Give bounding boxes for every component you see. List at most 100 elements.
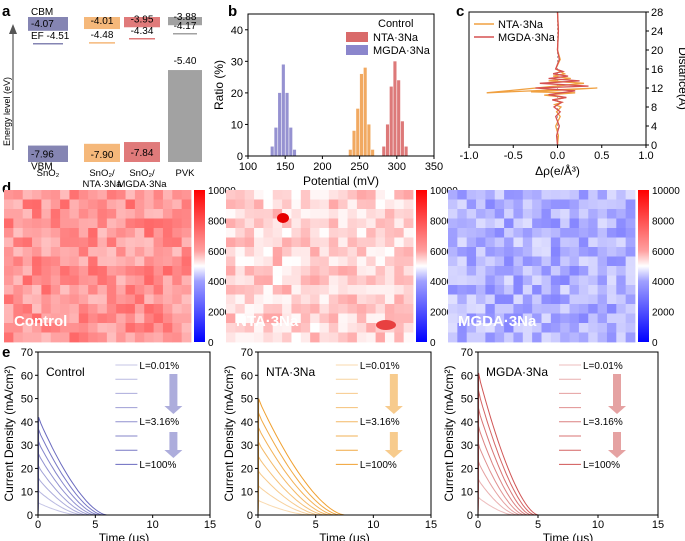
map-cell	[338, 285, 348, 295]
map-cell	[616, 294, 627, 305]
map-cell	[457, 275, 468, 286]
map-cell	[134, 256, 145, 267]
x-tick-label: 15	[425, 519, 437, 531]
map-cell	[625, 285, 636, 295]
map-cell	[485, 256, 496, 267]
map-cell	[282, 228, 292, 238]
map-cell	[69, 237, 80, 248]
map-cell	[69, 228, 80, 238]
map-cell	[272, 237, 283, 248]
map-cell	[569, 266, 580, 276]
map-cell	[244, 199, 255, 210]
hist-bar-2-5	[400, 121, 404, 156]
map-cell	[22, 256, 33, 267]
map-cell	[69, 275, 80, 286]
map-cell	[78, 209, 89, 219]
map-cell	[338, 247, 348, 257]
map-cell	[356, 190, 367, 200]
hist-bar-0-6	[371, 149, 375, 156]
map-cell	[134, 275, 145, 286]
map-cell	[319, 275, 330, 286]
map-cell	[375, 247, 386, 257]
panel-letter-b: b	[228, 3, 237, 20]
map-cell	[522, 199, 533, 210]
legend-label-1: MGDA·3Na	[498, 32, 556, 44]
map-cell	[504, 218, 514, 229]
map-cell	[504, 294, 514, 305]
map-cell	[116, 304, 126, 314]
map-cell	[597, 209, 608, 219]
map-cell	[560, 228, 570, 238]
map-cell	[476, 190, 486, 200]
map-cell	[106, 294, 117, 305]
map-cell	[588, 190, 598, 200]
map-cell	[153, 294, 164, 305]
map-cell	[522, 256, 533, 267]
map-cell	[328, 266, 339, 276]
map-cell	[578, 332, 589, 343]
map-cell	[50, 199, 61, 210]
map-cell	[476, 323, 486, 333]
map-cell	[310, 256, 320, 267]
map-cell	[22, 190, 33, 200]
map-cell	[13, 285, 24, 295]
map-cell	[244, 209, 255, 219]
map-cell	[504, 199, 514, 210]
map-cell	[13, 275, 24, 286]
map-cell	[569, 218, 580, 229]
map-cell	[485, 294, 496, 305]
map-cell	[588, 275, 598, 286]
map-cell	[504, 247, 514, 257]
map-cell	[134, 247, 145, 257]
map-cell	[347, 323, 358, 333]
map-cell	[50, 304, 61, 314]
y-tick-label-4: 40	[231, 25, 243, 37]
map-cell	[282, 218, 292, 229]
map-cell	[541, 332, 552, 343]
map-cell	[263, 256, 274, 267]
map-cell	[291, 228, 302, 238]
map-cell	[466, 247, 477, 257]
map-cell	[347, 332, 358, 343]
map-cell	[485, 218, 496, 229]
map-cell	[457, 247, 468, 257]
map-cell	[606, 237, 617, 248]
map-cell	[578, 285, 589, 295]
map-cell	[88, 285, 98, 295]
map-cell	[235, 228, 246, 238]
hist-bar-1-6	[292, 149, 297, 156]
map-cell	[162, 266, 173, 276]
map-cell	[550, 285, 561, 295]
map-cell	[88, 199, 98, 210]
decay-curve-2-1	[477, 479, 658, 516]
map-cell	[319, 266, 330, 276]
y-tick-label: 0	[467, 510, 473, 522]
map-cell	[22, 285, 33, 295]
vbm-value-0: -7.96	[31, 150, 54, 161]
map-cell	[244, 190, 255, 200]
map-cell	[78, 285, 89, 295]
map-cell	[560, 275, 570, 286]
map-cell	[476, 313, 486, 324]
y-tick-label: 40	[21, 417, 33, 429]
map-cell	[22, 228, 33, 238]
map-cell	[466, 294, 477, 305]
map-cell	[319, 199, 330, 210]
map-cell	[541, 304, 552, 314]
map-cell	[13, 323, 24, 333]
map-cell	[597, 285, 608, 295]
y-tick-label: 60	[241, 370, 253, 382]
map-cell	[244, 266, 255, 276]
map-cell	[226, 199, 236, 210]
map-cell	[366, 199, 376, 210]
map-cell	[153, 304, 164, 314]
map-cell	[144, 313, 154, 324]
map-cell	[116, 323, 126, 333]
map-cell	[263, 275, 274, 286]
map-cell	[616, 199, 627, 210]
map-cell	[375, 237, 386, 248]
map-cell	[513, 304, 524, 314]
cbm-text: CBM	[31, 7, 53, 18]
map-cell	[532, 209, 542, 219]
map-cell	[162, 256, 173, 267]
